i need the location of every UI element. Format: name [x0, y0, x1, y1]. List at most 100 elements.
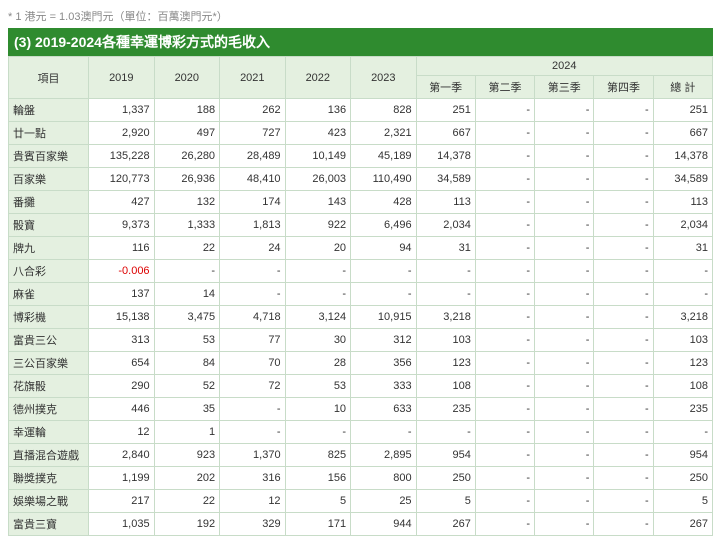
cell: - [475, 191, 534, 214]
cell: 10 [285, 398, 351, 421]
cell: 53 [285, 375, 351, 398]
cell: 156 [285, 467, 351, 490]
row-label: 德州撲克 [9, 398, 89, 421]
cell: 217 [89, 490, 155, 513]
cell: - [416, 421, 475, 444]
cell: - [475, 398, 534, 421]
cell: 123 [653, 352, 712, 375]
cell: 15,138 [89, 306, 155, 329]
cell: - [535, 398, 594, 421]
header-2023: 2023 [351, 57, 417, 99]
cell: - [535, 444, 594, 467]
table-row: 三公百家樂654847028356123---123 [9, 352, 713, 375]
cell: 423 [285, 122, 351, 145]
cell: - [220, 260, 286, 283]
cell: 1,370 [220, 444, 286, 467]
cell: 20 [285, 237, 351, 260]
cell: - [535, 99, 594, 122]
cell: - [535, 145, 594, 168]
cell: 113 [653, 191, 712, 214]
cell: 14,378 [416, 145, 475, 168]
cell: 3,218 [653, 306, 712, 329]
table-row: 娛樂場之戰21722125255---5 [9, 490, 713, 513]
cell: 250 [416, 467, 475, 490]
cell: - [475, 375, 534, 398]
cell: 2,321 [351, 122, 417, 145]
cell: 108 [416, 375, 475, 398]
cell: - [594, 260, 653, 283]
cell: - [594, 214, 653, 237]
cell: 10,915 [351, 306, 417, 329]
cell: - [535, 352, 594, 375]
cell: 251 [653, 99, 712, 122]
cell: - [594, 99, 653, 122]
cell: 1 [154, 421, 220, 444]
cell: 2,840 [89, 444, 155, 467]
cell: 22 [154, 490, 220, 513]
row-label: 廿一點 [9, 122, 89, 145]
cell: 262 [220, 99, 286, 122]
row-label: 博彩機 [9, 306, 89, 329]
cell: - [416, 283, 475, 306]
cell: 70 [220, 352, 286, 375]
row-label: 牌九 [9, 237, 89, 260]
cell: 202 [154, 467, 220, 490]
cell: - [475, 99, 534, 122]
cell: - [416, 260, 475, 283]
cell: 136 [285, 99, 351, 122]
cell: 24 [220, 237, 286, 260]
cell: 250 [653, 467, 712, 490]
cell: 267 [653, 513, 712, 536]
cell: - [535, 490, 594, 513]
cell: 12 [89, 421, 155, 444]
cell: 290 [89, 375, 155, 398]
cell: - [220, 398, 286, 421]
cell: - [653, 421, 712, 444]
cell: 316 [220, 467, 286, 490]
cell: - [475, 306, 534, 329]
cell: 727 [220, 122, 286, 145]
cell: 633 [351, 398, 417, 421]
cell: 120,773 [89, 168, 155, 191]
cell: 123 [416, 352, 475, 375]
cell: 72 [220, 375, 286, 398]
cell: 954 [416, 444, 475, 467]
cell: 235 [416, 398, 475, 421]
cell: 116 [89, 237, 155, 260]
cell: - [475, 122, 534, 145]
row-label: 富貴三公 [9, 329, 89, 352]
cell: 1,333 [154, 214, 220, 237]
cell: - [475, 421, 534, 444]
cell: 53 [154, 329, 220, 352]
table-row: 麻雀13714-------- [9, 283, 713, 306]
cell: - [475, 237, 534, 260]
table-row: 富貴三寶1,035192329171944267---267 [9, 513, 713, 536]
cell: - [594, 398, 653, 421]
cell: 667 [653, 122, 712, 145]
cell: - [594, 444, 653, 467]
cell: - [475, 467, 534, 490]
cell: 6,496 [351, 214, 417, 237]
cell: 28,489 [220, 145, 286, 168]
cell: 113 [416, 191, 475, 214]
cell: 3,475 [154, 306, 220, 329]
cell: - [475, 490, 534, 513]
row-label: 直播混合遊戲 [9, 444, 89, 467]
revenue-table: 項目 2019 2020 2021 2022 2023 2024 第一季 第二季… [8, 56, 713, 536]
cell: 667 [416, 122, 475, 145]
cell: - [475, 260, 534, 283]
cell: 25 [351, 490, 417, 513]
cell: 954 [653, 444, 712, 467]
cell: 312 [351, 329, 417, 352]
cell: 31 [416, 237, 475, 260]
row-label: 輪盤 [9, 99, 89, 122]
cell: 174 [220, 191, 286, 214]
table-row: 富貴三公313537730312103---103 [9, 329, 713, 352]
cell: - [594, 145, 653, 168]
cell: 171 [285, 513, 351, 536]
cell: 14 [154, 283, 220, 306]
cell: 103 [653, 329, 712, 352]
cell: 446 [89, 398, 155, 421]
cell: 3,124 [285, 306, 351, 329]
cell: - [220, 283, 286, 306]
